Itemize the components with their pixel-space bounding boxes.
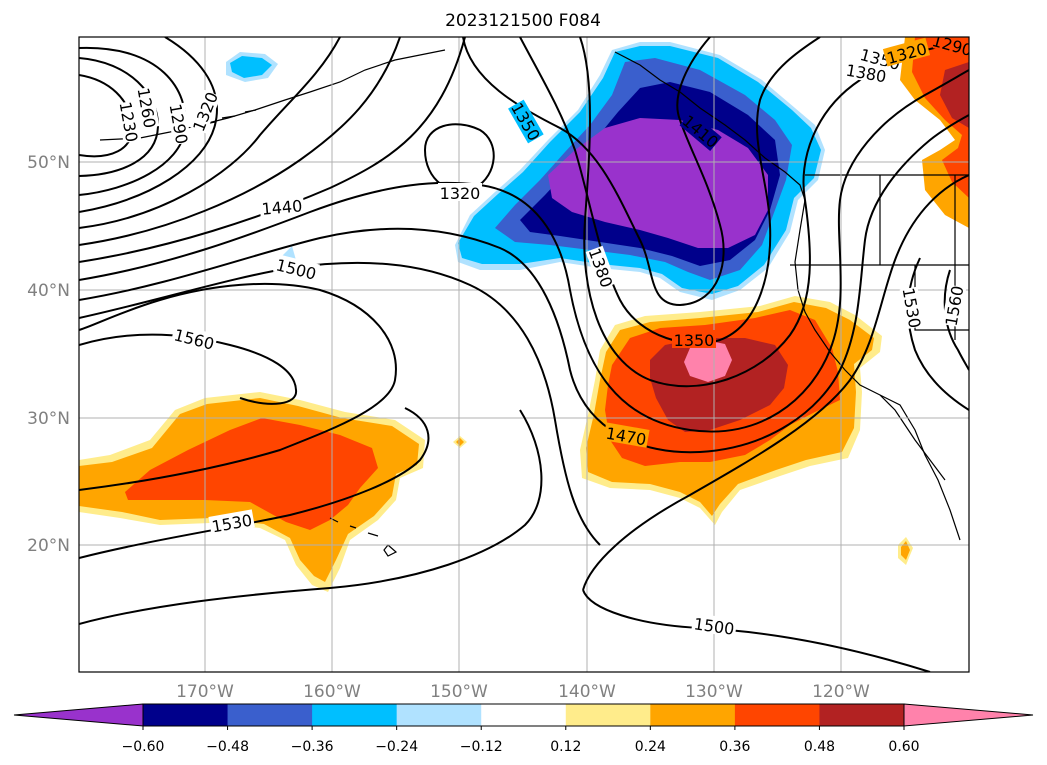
colorbar-segment xyxy=(312,704,398,726)
colorbar-extend-min xyxy=(13,703,144,727)
contour-label-1350-low: 1350 xyxy=(672,330,716,350)
lon-label-160w: 160°W xyxy=(303,682,361,702)
lat-label-40n: 40°N xyxy=(27,281,70,301)
negative-anomaly-small xyxy=(226,52,296,268)
state-border-2 xyxy=(879,175,969,331)
anomaly-fill-purple xyxy=(548,118,768,248)
latitude-labels: 50°N 40°N 30°N 20°N xyxy=(27,153,70,556)
contour-label-1440: 1440 xyxy=(259,195,305,219)
hawaii-islands xyxy=(329,517,398,557)
map-area: 1230 1260 1290 1320 1320 1350 xyxy=(79,37,969,672)
map-frame xyxy=(78,36,970,673)
colorbar-segment xyxy=(143,704,229,726)
contour-1440 xyxy=(79,69,969,433)
contour-1470-south xyxy=(79,409,543,625)
contour-1380-trough xyxy=(519,37,821,345)
lon-label-120w: 120°W xyxy=(812,682,870,702)
colorbar-tick-label: 0.12 xyxy=(550,739,581,755)
contour-label-1320-closed: 1320 xyxy=(438,183,482,203)
contour-1350-w xyxy=(79,37,341,229)
contour-1560-east xyxy=(943,269,969,371)
lon-label-150w: 150°W xyxy=(430,682,488,702)
colorbar-tick-label: −0.36 xyxy=(291,739,334,755)
svg-text:1350: 1350 xyxy=(674,331,715,350)
anomaly-fill-skyblue-patch xyxy=(230,56,272,78)
anomaly-fill-darkred xyxy=(940,62,969,128)
contour-1410-w xyxy=(79,37,466,263)
anomaly-fill-red xyxy=(125,418,378,530)
colorbar-segment xyxy=(734,704,820,726)
colorbar-tick-label: 0.60 xyxy=(888,739,919,755)
colorbar-tick-label: −0.24 xyxy=(375,739,418,755)
colorbar-tick-label: −0.48 xyxy=(206,739,249,755)
contour-1500 xyxy=(79,174,969,591)
lon-label-170w: 170°W xyxy=(176,682,234,702)
colorbar-outline xyxy=(142,703,905,727)
colorbar-segment xyxy=(819,704,905,726)
colorbar-extend-max xyxy=(903,703,1034,727)
colorbar-tick-label: −0.60 xyxy=(122,739,165,755)
positive-anomaly-west xyxy=(79,392,467,592)
contour-1530-south xyxy=(79,407,430,559)
colorbar-tick-label: 0.48 xyxy=(804,739,835,755)
colorbar-tick-label: 0.36 xyxy=(719,739,750,755)
colorbar: −0.60 −0.48 −0.36 −0.24 −0.12 0.12 0.24 0.36 0.4… xyxy=(13,703,1034,755)
lon-label-140w: 140°W xyxy=(558,682,616,702)
lat-label-30n: 30°N xyxy=(27,409,70,429)
anomaly-fill-orange-small xyxy=(456,438,464,446)
anomaly-fill-orange-dot xyxy=(901,541,910,560)
contour-label-1530: 1530 xyxy=(208,509,255,536)
colorbar-segments xyxy=(13,703,1034,727)
contour-1320-w xyxy=(79,37,218,213)
contour-1530 xyxy=(79,282,397,491)
map-title: 2023121500 F084 xyxy=(445,11,601,31)
anomaly-fill-pink xyxy=(684,340,732,382)
gridlines xyxy=(79,37,969,672)
contour-1410-trough xyxy=(579,37,969,388)
svg-text:1440: 1440 xyxy=(261,196,303,218)
lon-label-130w: 130°W xyxy=(685,682,743,702)
contour-1530-east xyxy=(907,257,969,411)
colorbar-tick-label: 0.24 xyxy=(635,739,666,755)
colorbar-segment xyxy=(396,704,482,726)
alaska-coast xyxy=(99,49,446,141)
contour-1560 xyxy=(79,333,298,405)
alaska-panhandle xyxy=(614,51,806,201)
contour-1380-w xyxy=(79,37,401,246)
colorbar-segment xyxy=(481,704,567,726)
colorbar-segment xyxy=(565,704,651,726)
longitude-labels: 170°W 160°W 150°W 140°W 130°W 120°W xyxy=(176,682,870,702)
colorbar-tick-label: −0.12 xyxy=(460,739,503,755)
lat-label-50n: 50°N xyxy=(27,153,70,173)
colorbar-tick-labels: −0.60 −0.48 −0.36 −0.24 −0.12 0.12 0.24 0.36 0.4… xyxy=(122,726,920,755)
lat-label-20n: 20°N xyxy=(27,536,70,556)
baja-california xyxy=(879,394,946,481)
colorbar-segment xyxy=(650,704,736,726)
colorbar-segment xyxy=(227,704,313,726)
positive-anomaly-east xyxy=(580,296,913,565)
svg-text:1320: 1320 xyxy=(440,184,481,203)
